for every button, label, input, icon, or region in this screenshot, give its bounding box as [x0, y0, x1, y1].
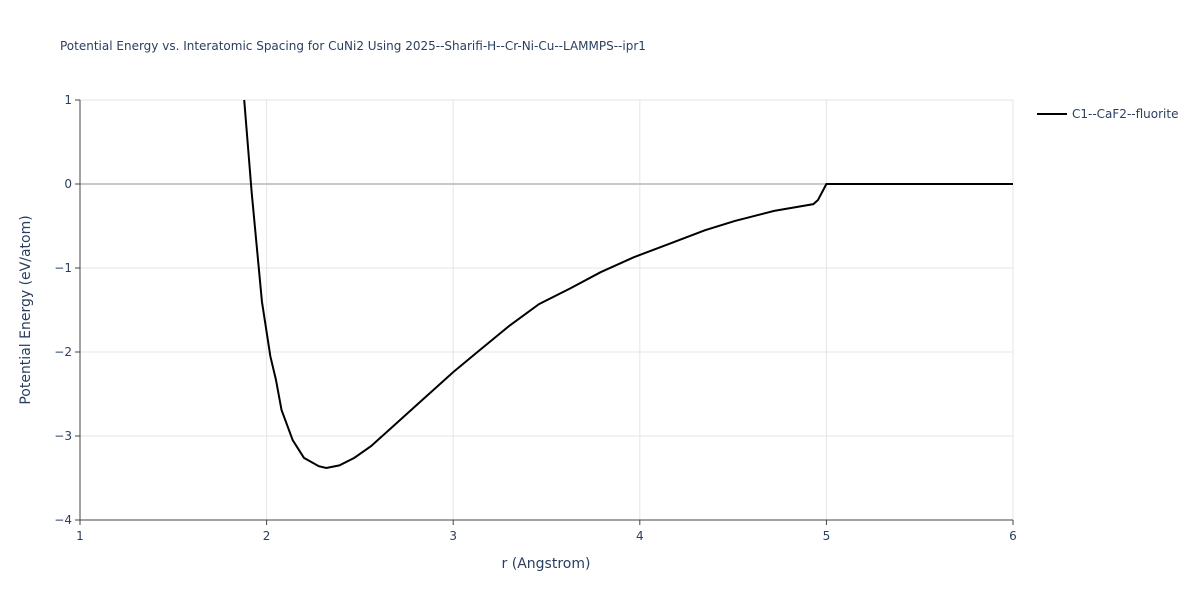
y-tick-label: −3 — [54, 429, 72, 443]
x-axis-label: r (Angstrom) — [502, 556, 591, 572]
x-tick-label: 4 — [636, 529, 644, 543]
y-tick-label: 1 — [64, 93, 72, 107]
y-tick-label: −2 — [54, 345, 72, 359]
x-tick-label: 3 — [449, 529, 457, 543]
x-tick-label: 6 — [1009, 529, 1017, 543]
y-tick-label: −1 — [54, 261, 72, 275]
line — [243, 99, 1013, 469]
x-tick-label: 5 — [823, 529, 831, 543]
y-axis-label: Potential Energy (eV/atom) — [18, 215, 34, 404]
y-tick-label: 0 — [64, 177, 72, 191]
chart-title: Potential Energy vs. Interatomic Spacing… — [60, 39, 646, 53]
x-tick-label: 1 — [76, 529, 84, 543]
y-tick-label: −4 — [54, 513, 72, 527]
x-tick-label: 2 — [263, 529, 271, 543]
legend-label: C1--CaF2--fluorite — [1072, 107, 1178, 121]
